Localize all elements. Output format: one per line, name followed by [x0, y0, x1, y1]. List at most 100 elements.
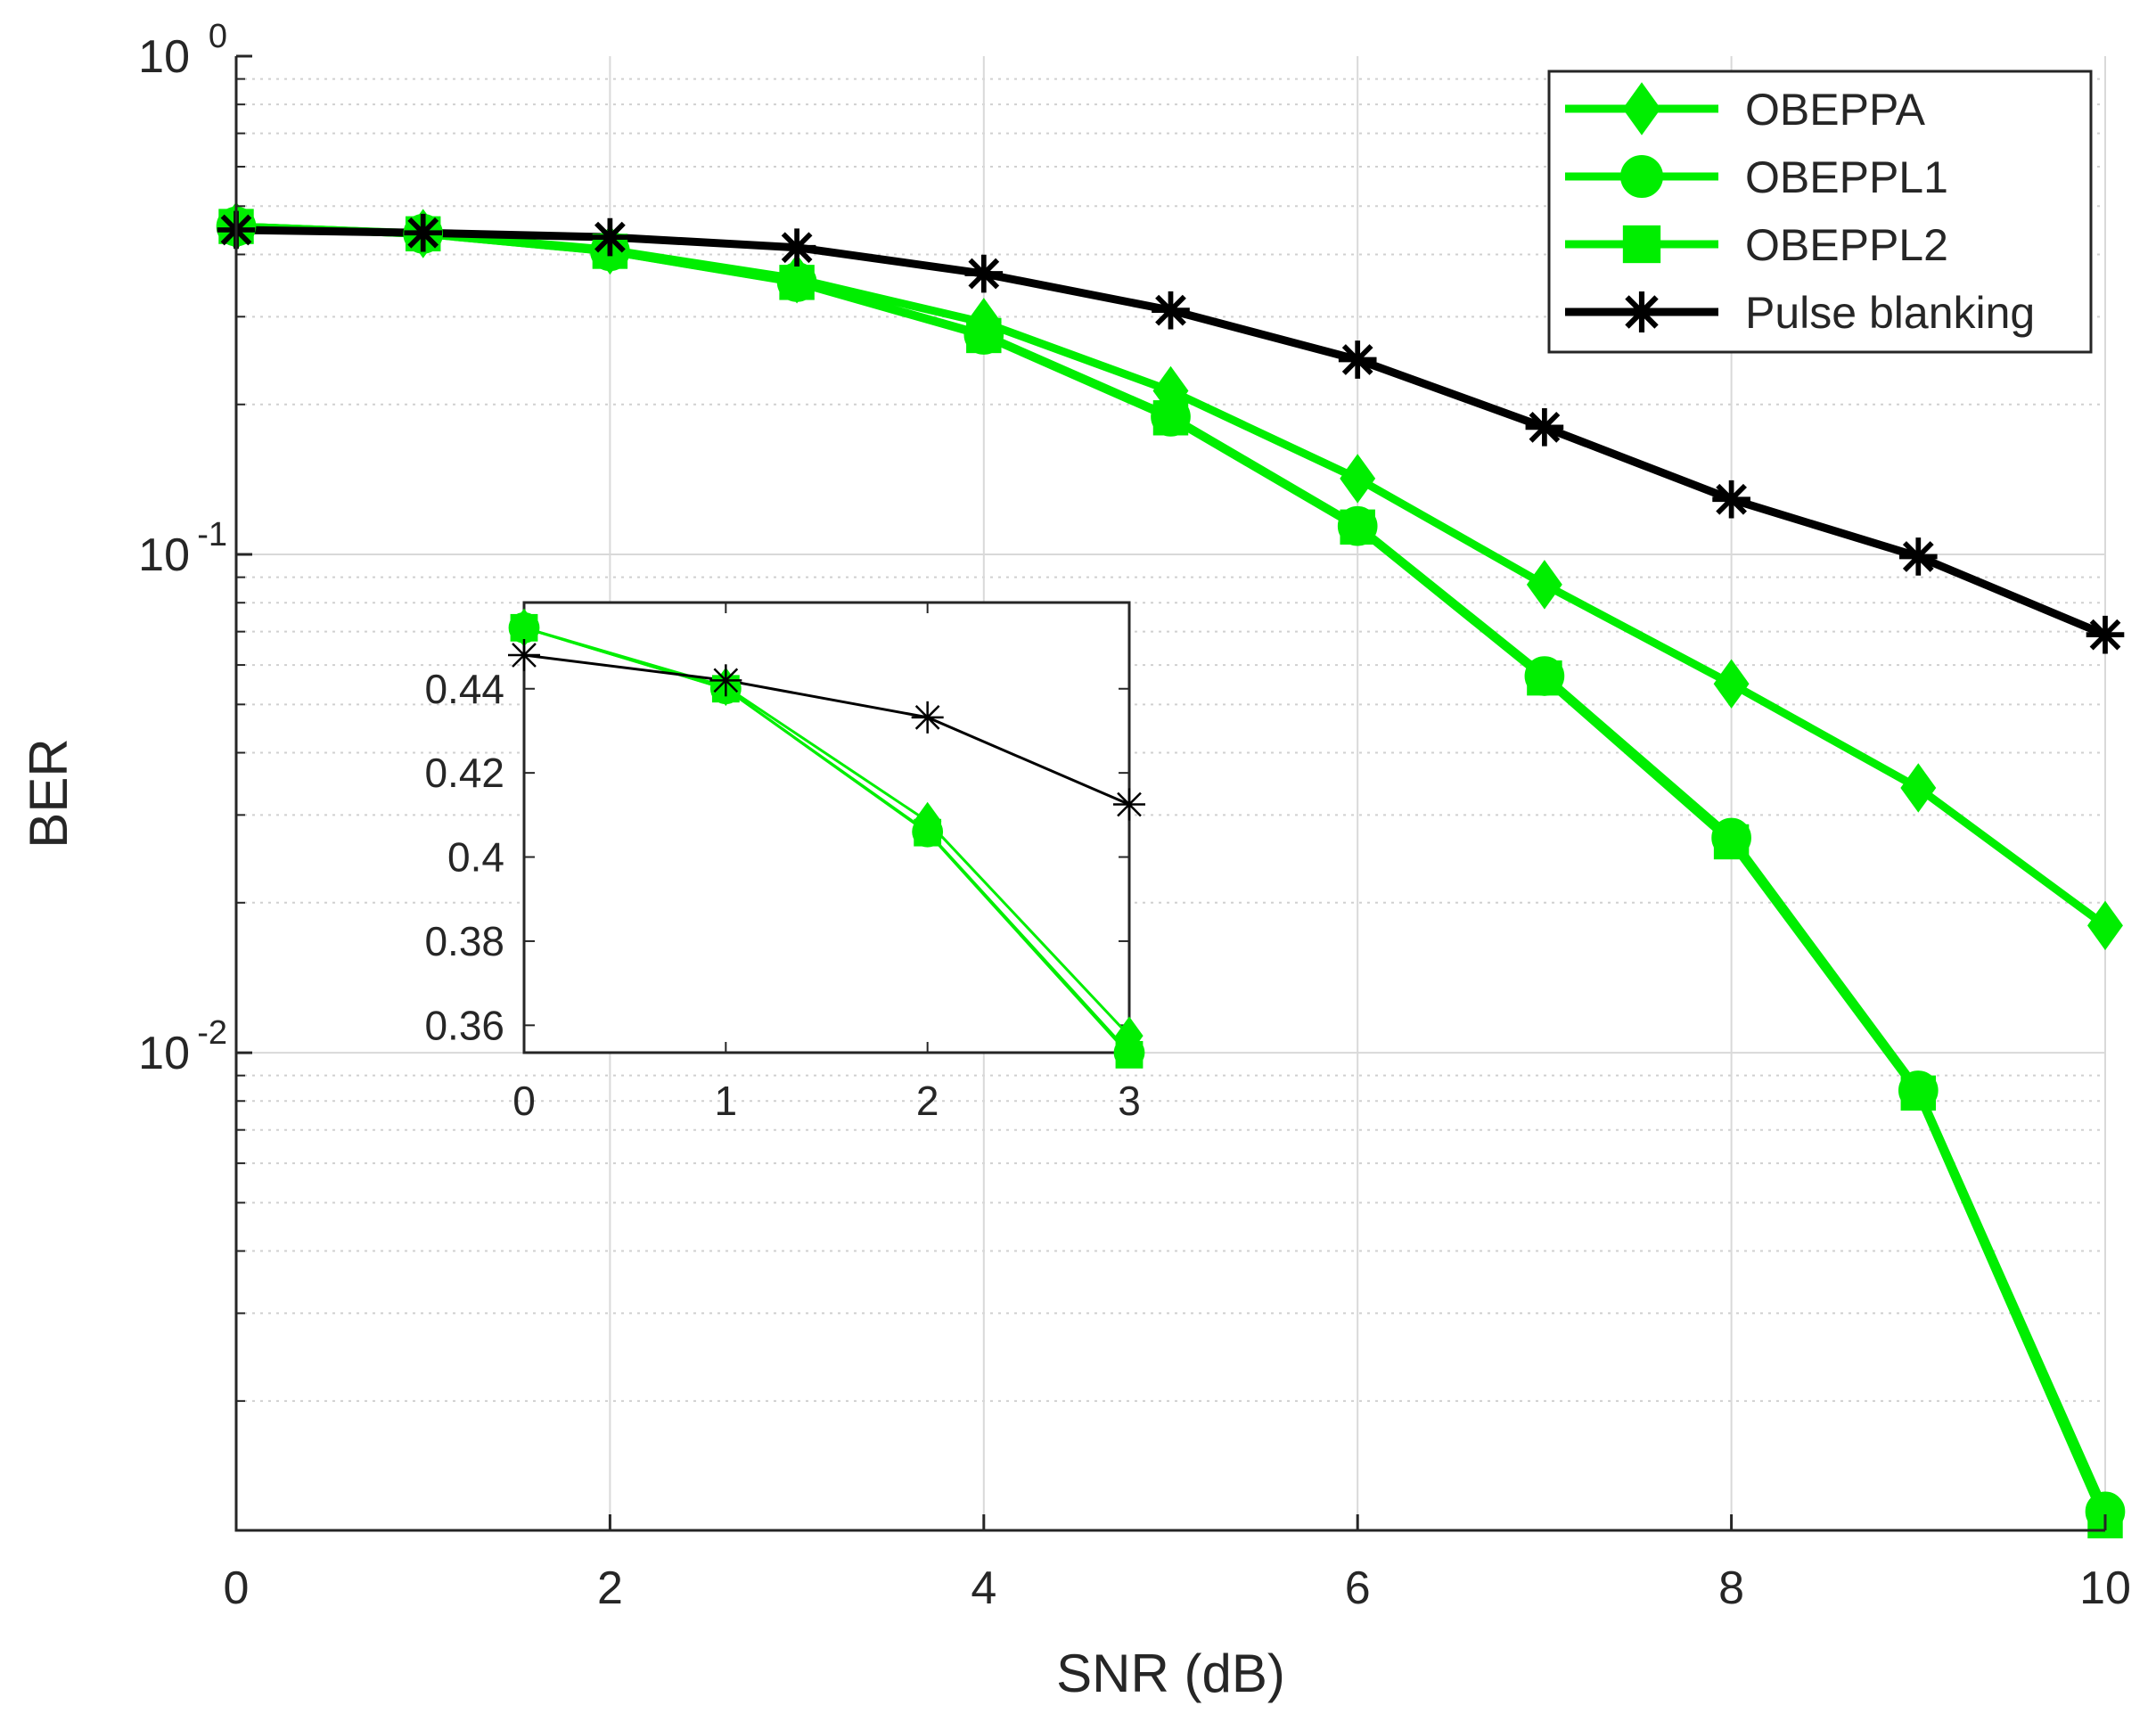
data-point-pulse-blanking-stroke — [2089, 619, 2121, 651]
inset-data-point-pulse-blanking — [1113, 788, 1145, 821]
data-point-pulse-blanking — [1898, 537, 1938, 576]
data-point-obeppa — [1340, 454, 1376, 504]
x-tick-label: 10 — [2079, 1562, 2131, 1614]
legend-item-obeppl2: OBEPPL2 — [1565, 220, 1948, 270]
legend-marker-shape — [1622, 82, 1661, 135]
data-point-pulse-blanking — [777, 228, 816, 267]
legend-label: OBEPPL2 — [1745, 220, 1948, 270]
inset-plot-area — [522, 601, 1131, 1054]
y-tick-label-exponent: 0 — [209, 18, 227, 55]
legend-label: Pulse blanking — [1745, 288, 2035, 338]
data-point-obeppl2 — [779, 265, 815, 300]
data-point-obeppa-shape — [1526, 560, 1562, 610]
legend-item-obeppa: OBEPPA — [1565, 82, 1926, 135]
data-point-pulse-blanking-stroke — [594, 221, 626, 253]
data-point-pulse-blanking-stroke — [1155, 294, 1186, 326]
y-tick-label-base: 10 — [138, 31, 190, 83]
legend: OBEPPA OBEPPL1 OBEPPL2 Pulse blanking — [1547, 70, 2093, 354]
inset-series-line-pulse-blanking — [523, 653, 1130, 806]
inset-data-point-pulse-blanking — [911, 701, 944, 734]
legend-marker — [1620, 155, 1663, 198]
inset-y-tick-label: 0.44 — [424, 666, 504, 712]
x-axis-title: SNR (dB) — [1056, 1644, 1285, 1703]
data-point-pulse-blanking — [1712, 480, 1750, 519]
legend-marker-shape — [1620, 155, 1663, 198]
data-point-pulse-blanking-stroke — [1529, 411, 1561, 443]
data-point-obeppl2-shape — [966, 317, 1002, 354]
data-point-pulse-blanking — [404, 213, 443, 252]
data-point-pulse-blanking-stroke — [407, 217, 439, 249]
x-tick-label: 8 — [1718, 1562, 1744, 1614]
legend-marker-shape — [1622, 225, 1661, 264]
data-point-obeppl2-shape — [779, 265, 815, 300]
y-tick-label: 10 -2 — [138, 1014, 227, 1079]
data-point-obeppl2-shape — [1713, 824, 1750, 860]
data-point-obeppa-shape — [1713, 659, 1750, 709]
data-point-obeppl2 — [2087, 1503, 2123, 1538]
x-tick-label: 4 — [971, 1562, 996, 1614]
y-tick-label-base: 10 — [138, 529, 190, 581]
inset-y-tick-label: 0.36 — [424, 1002, 504, 1048]
data-point-pulse-blanking — [1338, 340, 1377, 379]
data-point-obeppa-shape — [1340, 454, 1376, 504]
data-point-obeppl2 — [1713, 824, 1750, 860]
inset-data-point-obeppl2 — [914, 818, 942, 847]
data-point-obeppa-shape — [2087, 900, 2123, 951]
data-point-obeppl2-shape — [1152, 400, 1189, 436]
data-point-pulse-blanking — [591, 217, 629, 257]
legend-marker — [1621, 291, 1662, 332]
data-point-obeppl2 — [966, 317, 1002, 354]
data-point-pulse-blanking — [1152, 291, 1190, 330]
legend-marker — [1622, 225, 1661, 264]
data-point-obeppl2 — [1340, 509, 1375, 545]
data-point-pulse-blanking-stroke — [1902, 541, 1934, 572]
inset-x-tick-label: 3 — [1118, 1078, 1141, 1124]
data-point-pulse-blanking-stroke — [1716, 483, 1747, 515]
y-tick-label: 10 0 — [138, 18, 227, 83]
inset-data-point-obeppl2 — [510, 613, 538, 642]
data-point-obeppl2 — [1152, 400, 1189, 436]
data-point-pulse-blanking — [1525, 408, 1564, 447]
data-point-obeppa — [1713, 659, 1750, 709]
inset-marker-stroke — [512, 643, 537, 668]
data-point-obeppl2 — [1527, 660, 1562, 696]
data-point-pulse-blanking — [964, 254, 1004, 293]
inset-y-tick-label: 0.38 — [424, 918, 504, 964]
data-point-pulse-blanking-stroke — [1341, 344, 1373, 375]
data-point-obeppl2-shape — [1527, 660, 1562, 696]
inset-x-tick-label: 2 — [916, 1078, 939, 1124]
legend-item-obeppl1: OBEPPL1 — [1565, 152, 1948, 202]
inset-data-point-obeppl2-shape — [914, 818, 942, 847]
legend-label: OBEPPA — [1745, 85, 1926, 135]
legend-marker-stroke — [1625, 295, 1659, 329]
inset-data-point-pulse-blanking — [709, 664, 742, 697]
y-tick-label-exponent: -1 — [197, 516, 227, 554]
inset-marker-stroke — [1117, 791, 1142, 817]
inset-data-point-obeppl2-shape — [1115, 1040, 1144, 1069]
data-point-obeppl2 — [1900, 1075, 1937, 1111]
data-point-pulse-blanking-stroke — [781, 232, 813, 264]
data-point-obeppa-shape — [1900, 763, 1937, 813]
inset-chart: 0 1 2 3 0.36 0.38 0.4 0.42 0.44 — [424, 601, 1145, 1124]
data-point-obeppl2-shape — [2087, 1503, 2123, 1538]
data-point-obeppa — [1900, 763, 1937, 813]
series-group — [216, 201, 2126, 1538]
data-point-pulse-blanking-stroke — [968, 258, 1000, 290]
y-tick-label: 10 -1 — [138, 516, 227, 581]
legend-label: OBEPPL1 — [1745, 152, 1948, 202]
x-tick-label: 0 — [224, 1562, 250, 1614]
inset-data-point-obeppl2-shape — [510, 613, 538, 642]
data-point-obeppa — [1526, 560, 1562, 610]
data-point-obeppa — [2087, 900, 2123, 951]
inset-series-line-obeppl2 — [523, 626, 1131, 1056]
inset-data-point-pulse-blanking — [508, 638, 540, 671]
inset-y-tick-label: 0.4 — [447, 834, 504, 881]
x-tick-label: 2 — [597, 1562, 623, 1614]
legend-item-pulse-blanking: Pulse blanking — [1565, 288, 2035, 338]
y-tick-label-exponent: -2 — [197, 1014, 227, 1052]
inset-x-tick-label: 0 — [512, 1078, 536, 1124]
data-point-obeppl2-shape — [1900, 1075, 1937, 1111]
y-axis-title: BER — [19, 738, 78, 848]
